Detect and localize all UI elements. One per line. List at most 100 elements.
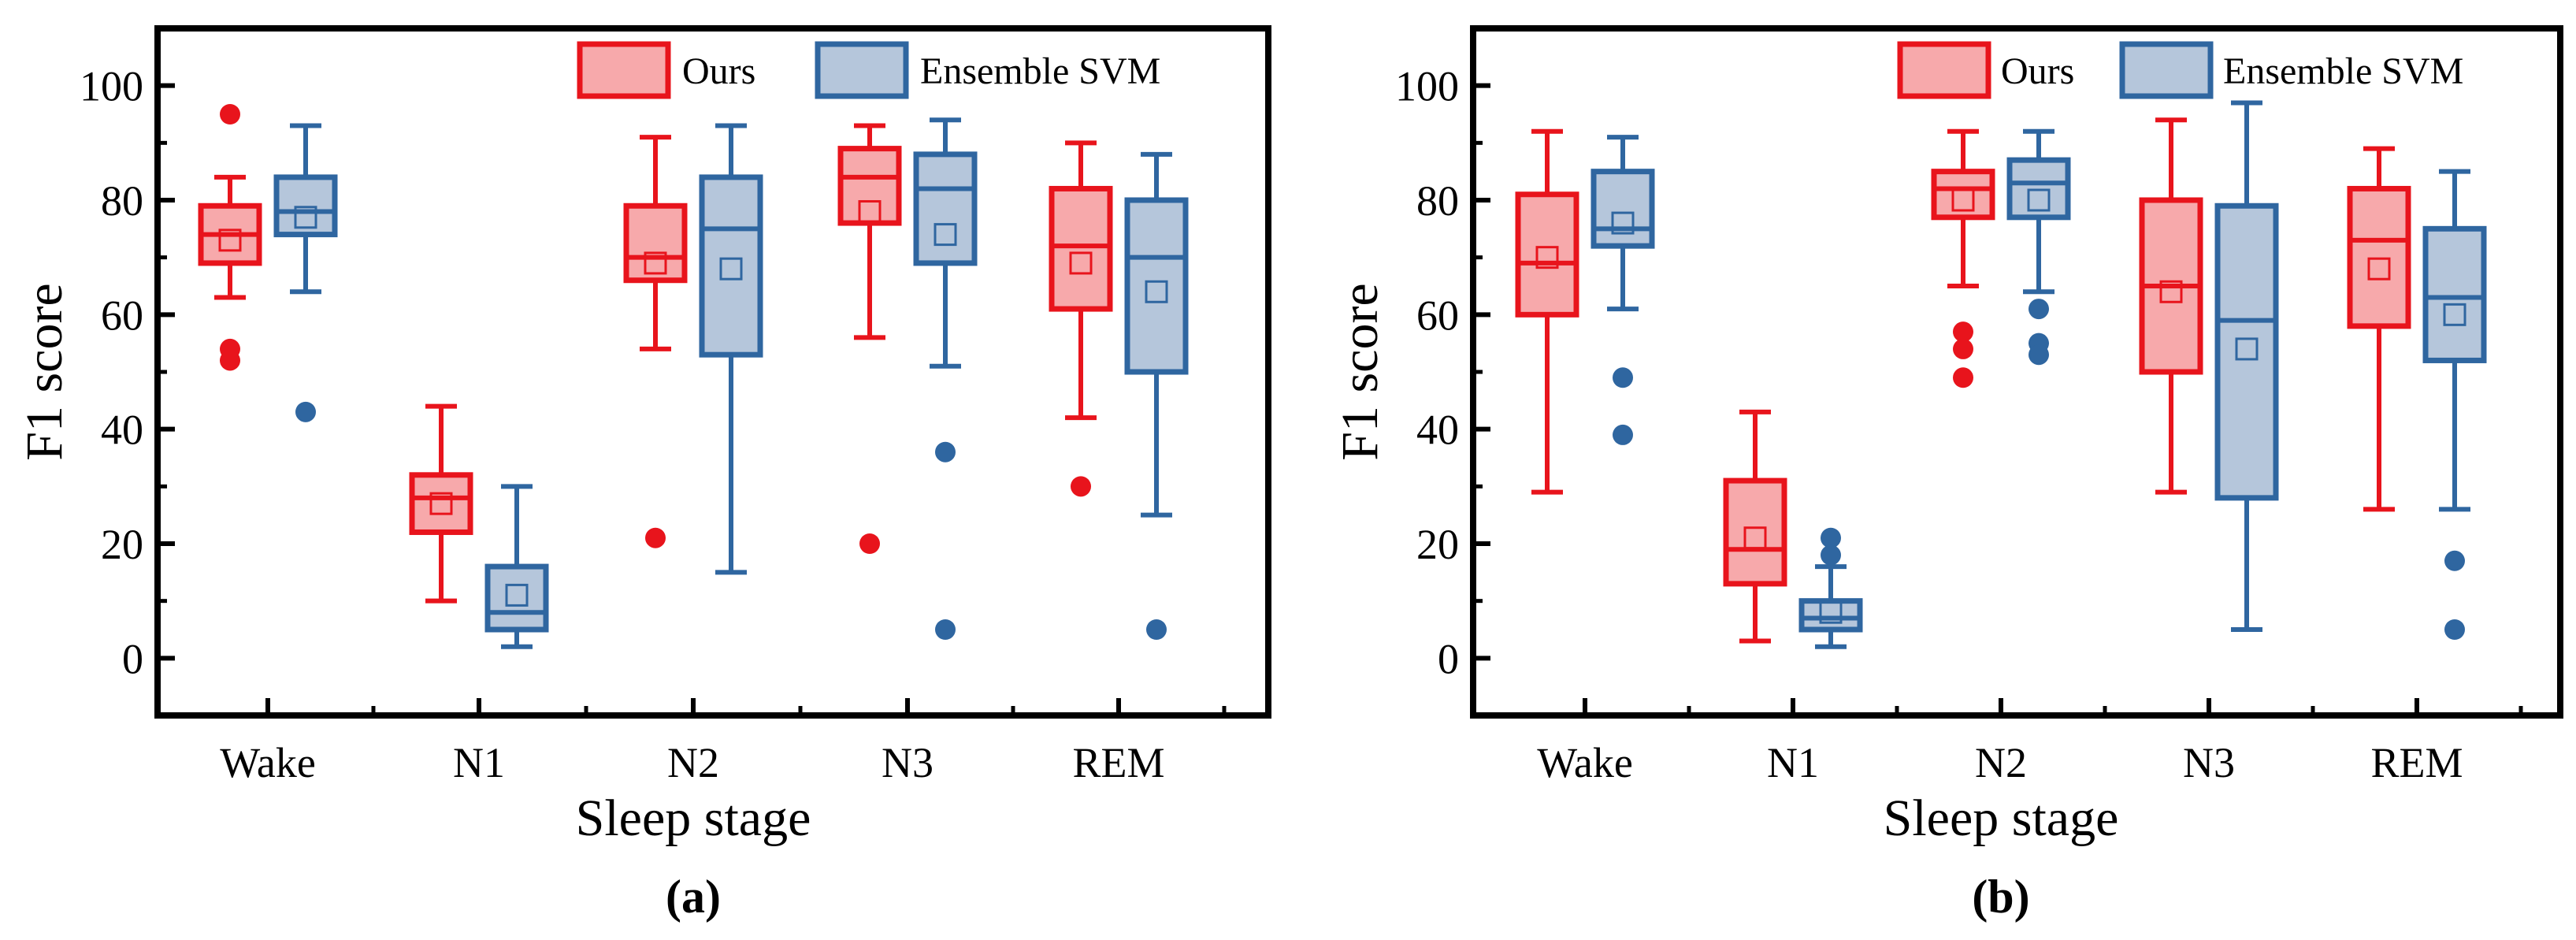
outlier-point bbox=[2444, 550, 2465, 571]
y-tick-label: 20 bbox=[1416, 521, 1459, 568]
outlier-point bbox=[935, 619, 956, 640]
box-iqr bbox=[409, 472, 473, 535]
legend-label-ours: Ours bbox=[2001, 50, 2074, 92]
mean-marker bbox=[1743, 526, 1767, 550]
box-svm-rem bbox=[1124, 151, 1189, 640]
mean-marker bbox=[644, 251, 667, 275]
box-iqr bbox=[2006, 157, 2071, 221]
outlier-point bbox=[1953, 338, 1973, 359]
box-iqr bbox=[837, 146, 902, 226]
box-svm-n1 bbox=[484, 484, 549, 649]
box-ours-wake bbox=[198, 104, 262, 371]
mean-marker bbox=[719, 257, 743, 281]
y-axis-label: F1 score bbox=[1331, 283, 1389, 460]
y-axis-label: F1 score bbox=[16, 283, 73, 460]
y-tick-label: 80 bbox=[1416, 177, 1459, 225]
box-plots bbox=[1515, 100, 2487, 649]
mean-marker bbox=[1819, 600, 1843, 624]
outlier-point bbox=[1071, 476, 1091, 497]
outlier-point bbox=[1953, 321, 1973, 343]
box-iqr bbox=[913, 151, 978, 266]
panel-b: 0 20 40 60 80 100 Wake N1 N2 N3 REM Ours Ensemble… bbox=[1331, 25, 2563, 923]
legend-swatch-ours bbox=[577, 41, 671, 99]
outlier-point bbox=[220, 104, 240, 124]
mean-marker bbox=[1951, 188, 1975, 212]
mean-marker bbox=[294, 206, 317, 229]
mean-marker bbox=[429, 492, 453, 515]
outlier-point bbox=[2029, 344, 2049, 366]
outlier-point bbox=[935, 441, 956, 463]
box-svm-n3 bbox=[2214, 100, 2279, 632]
x-tick-label: N1 bbox=[453, 739, 505, 786]
mean-marker bbox=[934, 223, 957, 247]
panel-label: (a) bbox=[666, 871, 721, 923]
outlier-point bbox=[1613, 367, 1633, 388]
y-tick-label: 40 bbox=[101, 407, 143, 454]
outlier-point bbox=[1953, 367, 1973, 388]
box-ours-n3 bbox=[2139, 117, 2203, 495]
box-iqr bbox=[1798, 598, 1863, 633]
box-ours-rem bbox=[2347, 146, 2411, 512]
box-iqr bbox=[484, 563, 549, 633]
y-tick-label: 60 bbox=[101, 292, 143, 339]
legend-swatch-svm bbox=[2119, 41, 2214, 99]
x-axis-label: Sleep stage bbox=[1884, 790, 2119, 847]
outlier-point bbox=[2029, 299, 2049, 320]
x-tick-label: N3 bbox=[882, 739, 934, 786]
outlier-point bbox=[1821, 527, 1841, 548]
box-iqr bbox=[1124, 197, 1189, 375]
x-tick-label: Wake bbox=[1537, 739, 1633, 786]
outlier-point bbox=[1146, 619, 1167, 640]
legend-label-svm: Ensemble SVM bbox=[2223, 50, 2463, 92]
x-tick-label: Wake bbox=[220, 739, 316, 786]
legend: Ours Ensemble SVM bbox=[577, 41, 1160, 99]
plot-frame bbox=[154, 25, 1271, 719]
y-tick-label: 100 bbox=[80, 63, 143, 110]
x-axis-label: Sleep stage bbox=[576, 790, 811, 847]
x-tick-label: N1 bbox=[1767, 739, 1819, 786]
box-svm-n2 bbox=[699, 123, 763, 575]
box-iqr bbox=[1723, 477, 1787, 587]
legend-label-svm: Ensemble SVM bbox=[920, 50, 1160, 92]
x-axis: Wake N1 N2 N3 REM bbox=[220, 698, 1227, 786]
box-ours-rem bbox=[1049, 140, 1113, 497]
y-tick-label: 40 bbox=[1416, 407, 1459, 454]
outlier-point bbox=[220, 350, 240, 371]
box-svm-n3 bbox=[913, 117, 978, 640]
y-tick-label: 60 bbox=[1416, 292, 1459, 339]
box-svm-n2 bbox=[2006, 128, 2071, 366]
box-iqr bbox=[2347, 185, 2411, 329]
y-tick-label: 0 bbox=[1438, 635, 1459, 682]
outlier-point bbox=[295, 401, 316, 422]
box-iqr bbox=[1515, 191, 1579, 318]
box-iqr bbox=[2214, 202, 2279, 501]
y-tick-label: 80 bbox=[101, 177, 143, 225]
box-iqr bbox=[2422, 225, 2487, 363]
mean-marker bbox=[1535, 246, 1559, 269]
box-svm-wake bbox=[273, 123, 338, 422]
y-tick-label: 100 bbox=[1395, 63, 1459, 110]
plot-frame bbox=[1470, 25, 2563, 719]
box-iqr bbox=[1049, 185, 1113, 312]
legend-label-ours: Ours bbox=[682, 50, 755, 92]
box-iqr bbox=[1591, 169, 1655, 249]
x-tick-label: REM bbox=[2370, 739, 2463, 786]
box-svm-n1 bbox=[1798, 527, 1863, 649]
x-tick-label: N2 bbox=[1975, 739, 2027, 786]
x-tick-label: N3 bbox=[2183, 739, 2235, 786]
y-axis: 0 20 40 60 80 100 bbox=[1395, 63, 1490, 682]
panel-a: 0 20 40 60 80 100 Wake N1 N2 N3 REM Ours Ensemble… bbox=[16, 25, 1271, 923]
mean-marker bbox=[2367, 257, 2391, 281]
mean-marker bbox=[2235, 337, 2259, 361]
legend-swatch-ours bbox=[1897, 41, 1991, 99]
x-axis: Wake N1 N2 N3 REM bbox=[1537, 698, 2523, 786]
mean-marker bbox=[2027, 188, 2051, 212]
box-plots bbox=[198, 104, 1189, 649]
y-tick-label: 0 bbox=[122, 635, 143, 682]
outlier-point bbox=[859, 533, 880, 554]
mean-marker bbox=[1145, 280, 1168, 303]
y-tick-label: 20 bbox=[101, 521, 143, 568]
legend: Ours Ensemble SVM bbox=[1897, 41, 2463, 99]
mean-marker bbox=[858, 200, 882, 224]
